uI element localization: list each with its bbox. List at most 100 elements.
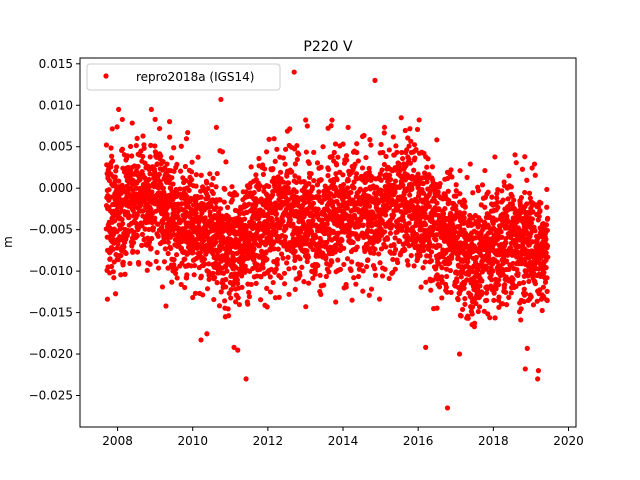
data-point [494, 199, 501, 206]
data-point [500, 197, 506, 203]
x-tick-label: 2014 [328, 434, 359, 448]
data-point [476, 222, 482, 228]
data-point [195, 154, 201, 160]
data-point [524, 177, 530, 183]
data-point [211, 296, 217, 303]
data-point [189, 234, 195, 240]
data-point [495, 282, 502, 288]
data-point [449, 174, 455, 180]
data-point [509, 201, 516, 208]
data-point [282, 161, 288, 167]
data-point [246, 294, 253, 300]
data-point [303, 117, 309, 123]
data-point [322, 212, 328, 218]
data-point [294, 143, 300, 149]
data-point [108, 164, 114, 170]
data-point [455, 297, 461, 303]
data-point [415, 171, 421, 177]
data-point [197, 250, 204, 256]
data-point [274, 256, 280, 263]
data-point [239, 273, 245, 279]
data-point [510, 276, 516, 283]
data-point [465, 315, 471, 321]
data-point [536, 213, 542, 220]
data-point [434, 272, 440, 278]
data-point [351, 275, 357, 281]
data-point [361, 132, 367, 139]
data-point [494, 195, 500, 201]
data-point [464, 174, 470, 180]
data-point [182, 163, 189, 170]
data-point [522, 366, 528, 372]
data-point [171, 257, 177, 263]
data-point [334, 177, 340, 183]
data-point [509, 281, 516, 287]
data-point [260, 265, 266, 271]
data-point [263, 149, 270, 155]
data-point [332, 141, 339, 147]
data-point [515, 270, 521, 277]
data-point [470, 190, 476, 196]
data-point [360, 288, 366, 294]
data-point [502, 282, 508, 288]
data-point [528, 220, 534, 226]
data-point [489, 194, 495, 200]
data-point [311, 178, 317, 184]
data-point [381, 130, 387, 136]
x-tick-label: 2016 [403, 434, 434, 448]
data-point [544, 297, 550, 304]
data-point [475, 308, 481, 315]
data-point [414, 126, 421, 133]
data-point [198, 172, 204, 178]
chart-title: P220 V [303, 39, 353, 55]
y-axis-label: m [1, 236, 15, 248]
data-point [487, 315, 493, 321]
data-point [493, 217, 500, 223]
data-point [511, 206, 518, 212]
x-tick-label: 2008 [102, 434, 133, 448]
data-point [230, 250, 236, 257]
data-point [160, 220, 166, 226]
data-point [519, 166, 526, 172]
data-point [267, 289, 274, 295]
data-point [266, 136, 272, 142]
data-point [189, 159, 195, 165]
data-point [214, 280, 220, 286]
data-point [408, 138, 414, 144]
data-point [237, 211, 243, 217]
data-point [462, 296, 468, 302]
data-point [462, 204, 468, 210]
data-point [169, 175, 175, 181]
data-point [316, 189, 322, 195]
data-point [270, 279, 276, 286]
data-point [299, 264, 305, 270]
data-point [444, 289, 450, 295]
data-point [407, 160, 414, 166]
data-point [378, 246, 385, 252]
data-point [541, 293, 547, 300]
data-point [177, 186, 183, 192]
data-point [333, 299, 339, 305]
data-point [163, 228, 169, 234]
data-point [281, 270, 288, 276]
data-point [508, 290, 514, 296]
data-point [269, 219, 275, 225]
data-point [160, 158, 166, 165]
data-point [425, 156, 431, 162]
data-point [407, 126, 413, 132]
data-point [378, 187, 384, 193]
y-tick-label: −0.015 [29, 306, 73, 320]
data-point [513, 283, 519, 290]
data-point [311, 149, 317, 156]
data-point [189, 243, 195, 249]
data-point [445, 188, 451, 194]
data-point [329, 259, 335, 265]
data-point [477, 283, 483, 289]
data-point [213, 184, 219, 190]
data-point [268, 201, 274, 207]
data-point [192, 290, 198, 296]
data-point [368, 142, 374, 148]
data-point [376, 251, 382, 257]
data-point [174, 275, 180, 281]
data-point [529, 165, 535, 171]
